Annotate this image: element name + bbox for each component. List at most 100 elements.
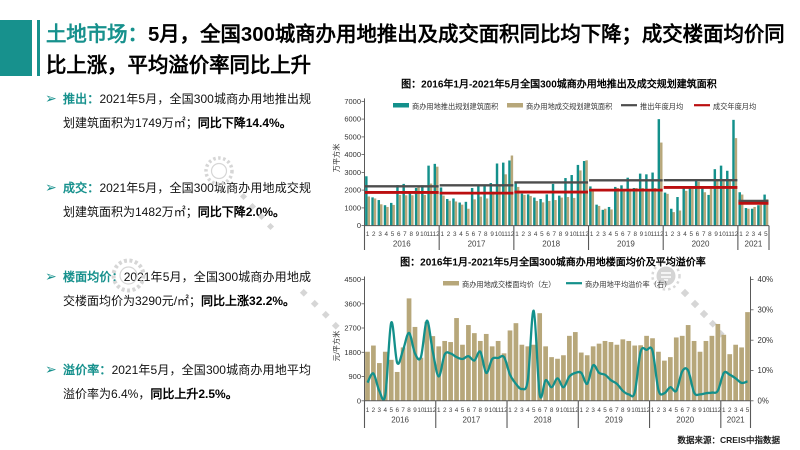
svg-text:7: 7 xyxy=(401,407,405,414)
svg-text:6: 6 xyxy=(621,231,625,238)
svg-text:2016: 2016 xyxy=(391,416,409,425)
svg-text:6: 6 xyxy=(680,407,684,414)
svg-text:1: 1 xyxy=(437,407,441,414)
svg-text:4: 4 xyxy=(597,407,601,414)
svg-text:2017: 2017 xyxy=(468,240,486,249)
svg-text:2: 2 xyxy=(671,231,675,238)
svg-text:9: 9 xyxy=(698,407,702,414)
svg-text:12: 12 xyxy=(572,407,580,414)
svg-text:2: 2 xyxy=(372,407,376,414)
svg-text:2: 2 xyxy=(596,231,600,238)
svg-text:5: 5 xyxy=(615,231,619,238)
svg-text:4: 4 xyxy=(758,231,762,238)
svg-text:0%: 0% xyxy=(758,396,769,405)
svg-text:商办用地平均溢价率（右）: 商办用地平均溢价率（右） xyxy=(585,280,671,289)
svg-text:11: 11 xyxy=(566,407,573,414)
svg-text:商办用地成交楼面均价（左）: 商办用地成交楼面均价（左） xyxy=(462,280,555,289)
svg-text:12: 12 xyxy=(731,231,739,238)
svg-text:7: 7 xyxy=(627,231,631,238)
svg-text:3: 3 xyxy=(378,407,382,414)
svg-text:3: 3 xyxy=(602,231,606,238)
svg-text:2: 2 xyxy=(657,407,661,414)
svg-text:4: 4 xyxy=(534,231,538,238)
svg-text:3: 3 xyxy=(752,231,756,238)
svg-text:6: 6 xyxy=(546,231,550,238)
svg-text:3: 3 xyxy=(663,407,667,414)
svg-text:9: 9 xyxy=(627,407,631,414)
svg-text:1: 1 xyxy=(651,407,655,414)
svg-text:1000: 1000 xyxy=(344,204,361,213)
svg-text:11: 11 xyxy=(576,231,583,238)
svg-text:3: 3 xyxy=(378,231,382,238)
svg-text:2019: 2019 xyxy=(617,240,635,249)
svg-text:12: 12 xyxy=(429,407,437,414)
svg-text:4: 4 xyxy=(385,231,389,238)
svg-text:9: 9 xyxy=(640,231,644,238)
svg-text:1: 1 xyxy=(515,231,519,238)
svg-text:4: 4 xyxy=(459,231,463,238)
svg-text:8: 8 xyxy=(550,407,554,414)
svg-text:9: 9 xyxy=(413,407,417,414)
svg-text:2021: 2021 xyxy=(727,416,745,425)
svg-text:2018: 2018 xyxy=(542,240,560,249)
svg-text:9: 9 xyxy=(484,407,488,414)
svg-text:7: 7 xyxy=(403,231,407,238)
svg-text:商办用地成交规划建筑面积: 商办用地成交规划建筑面积 xyxy=(526,102,612,111)
svg-text:7: 7 xyxy=(615,407,619,414)
svg-text:4500: 4500 xyxy=(344,275,361,284)
svg-text:2: 2 xyxy=(447,231,451,238)
svg-text:7000: 7000 xyxy=(344,97,361,106)
svg-text:1: 1 xyxy=(580,407,584,414)
svg-text:11: 11 xyxy=(709,407,716,414)
svg-text:4: 4 xyxy=(455,407,459,414)
svg-text:12: 12 xyxy=(507,231,515,238)
svg-text:11: 11 xyxy=(637,407,644,414)
svg-text:11: 11 xyxy=(495,407,502,414)
svg-text:2017: 2017 xyxy=(463,416,481,425)
svg-text:5: 5 xyxy=(461,407,465,414)
svg-text:10: 10 xyxy=(644,231,652,238)
svg-text:数据来源：CREIS中指数据: 数据来源：CREIS中指数据 xyxy=(678,435,781,445)
svg-text:成交年度月均: 成交年度月均 xyxy=(713,102,756,111)
svg-text:2018: 2018 xyxy=(534,416,552,425)
svg-text:7: 7 xyxy=(553,231,557,238)
svg-text:推出年度月均: 推出年度月均 xyxy=(640,102,683,111)
svg-text:8: 8 xyxy=(484,231,488,238)
svg-text:11: 11 xyxy=(651,231,658,238)
svg-text:12: 12 xyxy=(582,231,590,238)
svg-text:1: 1 xyxy=(366,231,370,238)
svg-text:10: 10 xyxy=(560,407,568,414)
svg-text:2: 2 xyxy=(372,231,376,238)
svg-text:7: 7 xyxy=(686,407,690,414)
svg-text:4: 4 xyxy=(740,407,744,414)
svg-text:2: 2 xyxy=(585,407,589,414)
svg-text:10: 10 xyxy=(417,407,425,414)
svg-text:5: 5 xyxy=(389,407,393,414)
svg-text:9: 9 xyxy=(714,231,718,238)
svg-text:6: 6 xyxy=(472,231,476,238)
svg-text:6: 6 xyxy=(397,231,401,238)
svg-text:6: 6 xyxy=(696,231,700,238)
svg-text:0: 0 xyxy=(357,396,361,405)
svg-text:2016: 2016 xyxy=(393,240,411,249)
svg-text:12: 12 xyxy=(501,407,509,414)
svg-text:1: 1 xyxy=(441,231,445,238)
svg-text:1800: 1800 xyxy=(344,348,361,357)
svg-text:2020: 2020 xyxy=(676,416,694,425)
svg-text:7: 7 xyxy=(702,231,706,238)
svg-text:4: 4 xyxy=(669,407,673,414)
svg-text:8: 8 xyxy=(479,407,483,414)
svg-text:2: 2 xyxy=(443,407,447,414)
svg-text:2: 2 xyxy=(728,407,732,414)
svg-text:4: 4 xyxy=(384,407,388,414)
svg-text:20%: 20% xyxy=(758,336,774,345)
svg-text:2: 2 xyxy=(521,231,525,238)
svg-text:6: 6 xyxy=(467,407,471,414)
svg-text:8: 8 xyxy=(559,231,563,238)
svg-text:图：2016年1月-2021年5月全国300城商办用地楼面均: 图：2016年1月-2021年5月全国300城商办用地楼面均价及平均溢价率 xyxy=(400,256,706,269)
svg-text:10: 10 xyxy=(631,407,639,414)
svg-text:6000: 6000 xyxy=(344,115,361,124)
svg-text:3: 3 xyxy=(528,231,532,238)
svg-text:5: 5 xyxy=(675,407,679,414)
svg-text:1: 1 xyxy=(722,407,726,414)
